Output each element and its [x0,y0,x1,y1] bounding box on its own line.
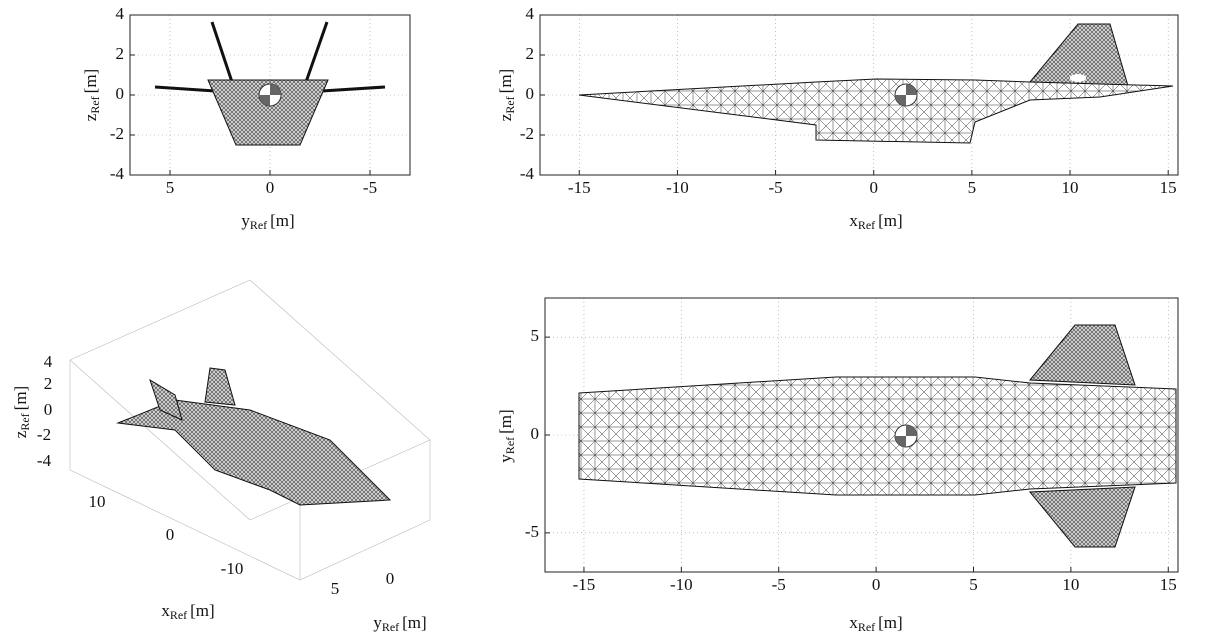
x-tick-label: -15 [568,178,591,197]
y-tick-label: 5 [331,579,340,598]
y-tick-label: 0 [386,569,395,588]
z-tick-label: -4 [37,451,52,470]
y-tick-label: -4 [110,164,125,183]
wing [321,85,386,93]
axes-box [69,279,431,581]
x-tick-label: 0 [869,178,878,197]
axis-label-text: x [161,601,170,620]
z-tick-label: -2 [37,425,51,444]
x-tick-label: 10 [89,492,106,511]
fuselage [207,79,329,146]
z-tick-label: 0 [44,400,53,419]
axis-label: xRef [m] [161,601,214,622]
axis-label: zRef [m] [81,69,102,121]
aircraft-drawings [69,21,1177,581]
axis-label-text: y [496,454,515,463]
x-tick-label: 0 [266,178,275,197]
axis-label-unit: [m] [496,69,515,94]
axis-label-unit: [m] [11,386,30,411]
axis-label-unit: [m] [402,613,427,632]
x-tick-label: 5 [969,575,978,594]
x-tick-label: -10 [221,559,244,578]
axis-label-sub: Ref [170,608,187,622]
x-tick-label: 10 [1062,178,1079,197]
y-tick-label: 0 [116,84,125,103]
plot-frame [544,297,1179,573]
axis-label-sub: Ref [503,437,517,454]
y-tick-label: 0 [531,424,540,443]
axis-label-sub: Ref [382,620,399,634]
wing [1028,486,1136,548]
y-tick-label: 2 [526,44,535,63]
axis-label-unit: [m] [878,211,903,230]
x-tick-label: -5 [768,178,782,197]
axis-label-unit: [m] [270,211,295,230]
fin [210,21,234,83]
y-tick-label: 5 [531,326,540,345]
axis-label-unit: [m] [878,613,903,632]
x-tick-label: 15 [1160,575,1177,594]
y-tick-label: 4 [116,4,125,23]
axis-label-sub: Ref [858,620,875,634]
wing [154,85,216,93]
x-tick-label: 0 [872,575,881,594]
axis-label-text: z [11,430,30,438]
axis-label: yRef[m] [241,211,294,232]
axis-label-text: y [241,211,250,230]
x-tick-label: 15 [1160,178,1177,197]
axis-label-unit: [m] [81,69,100,94]
y-tick-label: 2 [116,44,125,63]
axis-label-sub: Ref [18,413,32,430]
axis-label-text: z [496,113,515,121]
axis-label: yRef[m] [373,613,426,634]
axis-label-sub: Ref [858,218,875,232]
z-tick-label: 4 [44,352,53,371]
axis-label-unit: [m] [496,409,515,434]
x-tick-label: 5 [968,178,977,197]
x-tick-label: -15 [573,575,596,594]
y-tick-label: -2 [520,124,534,143]
axis-label: zRef [m] [496,69,517,121]
z-tick-label: 2 [44,374,53,393]
plot-frame [539,14,1179,176]
axis-label: xRef [m] [849,613,902,634]
y-tick-label: -4 [520,164,535,183]
marker [1070,74,1086,82]
axis-label-sub: Ref [503,96,517,113]
axis-label: xRef [m] [849,211,902,232]
y-tick-label: -5 [525,522,539,541]
fuselage [116,399,392,506]
fin [149,378,183,421]
plot-frame [129,14,411,176]
axis-label-text: z [81,113,100,121]
fin [204,367,236,406]
axis-label-text: x [849,211,858,230]
axis-label: zRef [m] [11,386,32,438]
x-tick-label: 10 [1062,575,1079,594]
axis-label-text: y [373,613,382,632]
y-tick-label: -2 [110,124,124,143]
axis-label-sub: Ref [250,218,267,232]
cg-markers [258,83,918,448]
fuselage [578,376,1177,496]
y-tick-label: 4 [526,4,535,23]
x-tick-label: 0 [166,525,175,544]
axis-label-text: x [849,613,858,632]
fin [304,21,329,83]
axis-label: yRef [m] [496,409,517,462]
x-tick-label: -5 [363,178,377,197]
axis-label-sub: Ref [88,96,102,113]
y-tick-label: 0 [526,84,535,103]
x-tick-label: -5 [772,575,786,594]
fuselage [578,78,1174,144]
x-tick-label: -10 [670,575,693,594]
wing [1028,324,1136,386]
x-tick-label: 5 [166,178,175,197]
axis-label-unit: [m] [190,601,215,620]
x-tick-label: -10 [666,178,689,197]
